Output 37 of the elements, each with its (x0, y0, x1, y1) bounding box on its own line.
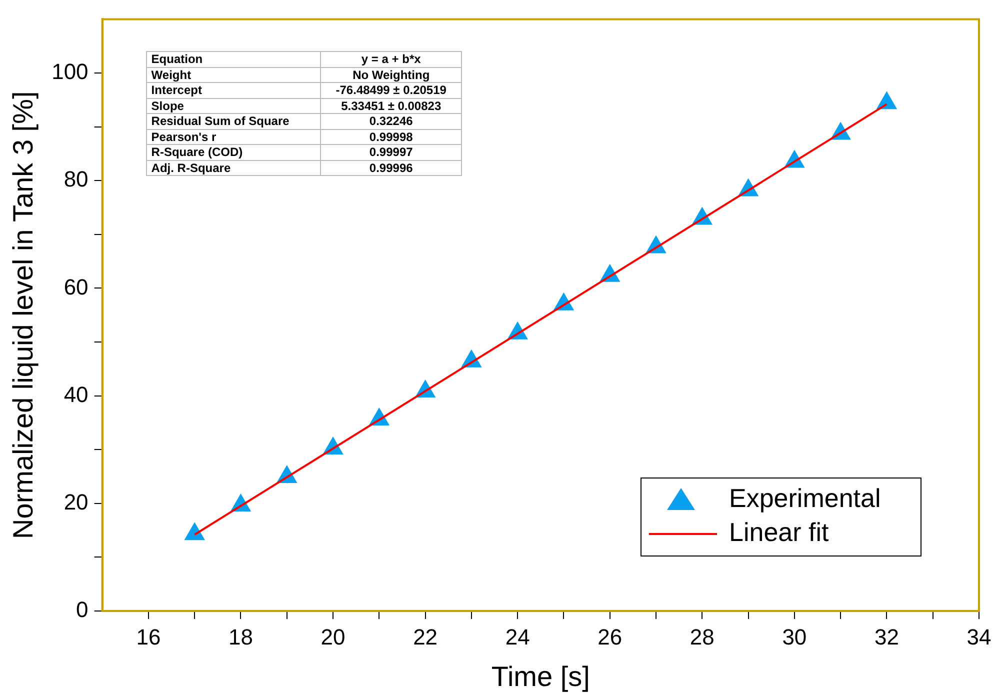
annotation: 0.99997 (320, 144, 462, 160)
y-tick-label: 20 (64, 489, 88, 514)
annotation: Adj. R-Square (146, 160, 320, 176)
legend-label: Linear fit (729, 517, 830, 548)
annotation: Pearson's r (146, 129, 320, 145)
annotation: Equation (146, 52, 320, 68)
x-tick-label: 20 (320, 624, 346, 650)
y-tick-label: 100 (52, 59, 88, 84)
x-tick-label: 24 (505, 624, 530, 650)
annotation: Weight (146, 67, 320, 83)
legend-label: Experimental (729, 483, 881, 514)
y-axis-title: Normalized liquid level in Tank 3 [%] (8, 91, 39, 539)
x-tick-label: 26 (598, 624, 622, 650)
y-tick-label: 40 (64, 382, 88, 407)
x-tick-label: 28 (690, 624, 714, 650)
x-tick-label: 16 (136, 624, 161, 650)
annotation: 0.99996 (320, 160, 462, 176)
annotation: 5.33451 ± 0.00823 (320, 98, 462, 114)
x-tick-label: 22 (413, 624, 438, 650)
annotation: Slope (146, 98, 320, 114)
x-tick-label: 30 (782, 624, 807, 650)
y-tick-label: 80 (64, 166, 88, 192)
x-tick-label: 32 (874, 624, 899, 650)
x-axis-title: Time [s] (491, 660, 590, 692)
y-tick-label: 0 (76, 597, 88, 622)
point (184, 522, 205, 540)
annotation: Residual Sum of Square (146, 114, 320, 130)
annotation: R-Square (COD) (146, 144, 320, 160)
x-tick-label: 18 (228, 624, 253, 650)
annotation: y = a + b*x (320, 52, 462, 68)
annotation: No Weighting (320, 67, 462, 83)
annotation: Intercept (146, 82, 320, 98)
y-tick-label: 60 (64, 274, 88, 300)
annotation: 0.99998 (320, 129, 462, 145)
x-tick-label: 34 (966, 624, 992, 650)
annotation: 0.32246 (320, 114, 462, 130)
annotation: -76.48499 ± 0.20519 (320, 82, 462, 98)
